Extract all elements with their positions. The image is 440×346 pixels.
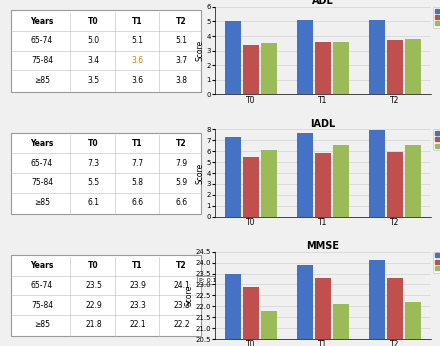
Bar <box>405 145 422 217</box>
Text: 3.7: 3.7 <box>176 56 187 65</box>
Bar <box>297 265 313 346</box>
Text: 5.0: 5.0 <box>88 36 99 45</box>
Bar <box>243 286 259 346</box>
Bar <box>225 21 241 94</box>
Text: 3.6: 3.6 <box>132 76 143 85</box>
Text: 6.6: 6.6 <box>176 198 187 207</box>
Bar <box>261 311 277 346</box>
Bar <box>297 20 313 94</box>
Bar <box>387 152 403 217</box>
Text: ≥85: ≥85 <box>34 320 50 329</box>
FancyBboxPatch shape <box>11 10 201 92</box>
Bar <box>297 133 313 217</box>
Bar <box>225 137 241 217</box>
Bar <box>333 42 349 94</box>
Text: ≥85: ≥85 <box>34 198 50 207</box>
Text: 7.7: 7.7 <box>132 159 143 168</box>
Bar <box>225 274 241 346</box>
Bar <box>387 40 403 94</box>
Text: 23.5: 23.5 <box>85 281 102 290</box>
Text: ≥85: ≥85 <box>34 76 50 85</box>
Y-axis label: Score: Score <box>196 162 205 184</box>
Text: 6.1: 6.1 <box>88 198 99 207</box>
Text: 65-74: 65-74 <box>31 159 53 168</box>
Bar <box>333 304 349 346</box>
Text: 3.8: 3.8 <box>176 76 187 85</box>
Bar <box>405 39 422 94</box>
Title: IADL: IADL <box>310 119 336 128</box>
Text: 75-84: 75-84 <box>31 301 53 310</box>
Text: T2: T2 <box>176 261 187 270</box>
Bar <box>261 43 277 94</box>
FancyBboxPatch shape <box>11 255 201 336</box>
Legend: 65-74, 75-84, ≥85: 65-74, 75-84, ≥85 <box>433 252 440 273</box>
Text: T0: T0 <box>88 17 99 26</box>
Text: 5.9: 5.9 <box>176 178 187 187</box>
Bar <box>315 42 331 94</box>
Bar <box>387 278 403 346</box>
Bar <box>315 153 331 217</box>
Bar <box>315 278 331 346</box>
Bar <box>369 20 385 94</box>
Text: Years: Years <box>30 139 54 148</box>
Text: T1: T1 <box>132 261 143 270</box>
Text: 75-84: 75-84 <box>31 178 53 187</box>
Text: 7.9: 7.9 <box>176 159 187 168</box>
Title: MMSE: MMSE <box>307 241 340 251</box>
Text: T1: T1 <box>132 17 143 26</box>
Text: 24.1: 24.1 <box>173 281 190 290</box>
Bar <box>333 145 349 217</box>
Bar <box>369 261 385 346</box>
Text: 5.5: 5.5 <box>88 178 99 187</box>
Text: 22.9: 22.9 <box>85 301 102 310</box>
Bar <box>405 302 422 346</box>
Text: T2: T2 <box>176 17 187 26</box>
Text: 6.6: 6.6 <box>132 198 143 207</box>
Legend: 65-74, 75-84, ≥85: 65-74, 75-84, ≥85 <box>433 129 440 151</box>
Text: 5.1: 5.1 <box>176 36 187 45</box>
Text: T0: T0 <box>88 261 99 270</box>
Text: 7.3: 7.3 <box>88 159 99 168</box>
Text: 23.3: 23.3 <box>173 301 190 310</box>
Text: 3.6: 3.6 <box>132 56 143 65</box>
Y-axis label: Score: Score <box>196 40 205 61</box>
Text: T0: T0 <box>88 139 99 148</box>
Text: P: 0.1642: P: 0.1642 <box>199 278 228 283</box>
Title: ADL: ADL <box>312 0 334 6</box>
Text: 65-74: 65-74 <box>31 36 53 45</box>
FancyBboxPatch shape <box>11 133 201 214</box>
Bar <box>243 45 259 94</box>
Bar <box>369 130 385 217</box>
Text: 75-84: 75-84 <box>31 56 53 65</box>
Text: Years: Years <box>30 17 54 26</box>
Text: Years: Years <box>30 261 54 270</box>
Text: 5.1: 5.1 <box>132 36 143 45</box>
Y-axis label: Score: Score <box>185 285 194 306</box>
Text: 23.9: 23.9 <box>129 281 146 290</box>
Text: 3.4: 3.4 <box>88 56 99 65</box>
Text: 3.5: 3.5 <box>88 76 99 85</box>
Text: 23.3: 23.3 <box>129 301 146 310</box>
Text: T1: T1 <box>132 139 143 148</box>
Text: 22.1: 22.1 <box>129 320 146 329</box>
Bar <box>261 150 277 217</box>
Text: 21.8: 21.8 <box>85 320 102 329</box>
Text: 5.8: 5.8 <box>132 178 143 187</box>
Legend: 65-74, 75-84, ≥85: 65-74, 75-84, ≥85 <box>433 7 440 28</box>
Bar <box>243 157 259 217</box>
Text: T2: T2 <box>176 139 187 148</box>
Text: 65-74: 65-74 <box>31 281 53 290</box>
Text: 22.2: 22.2 <box>173 320 190 329</box>
